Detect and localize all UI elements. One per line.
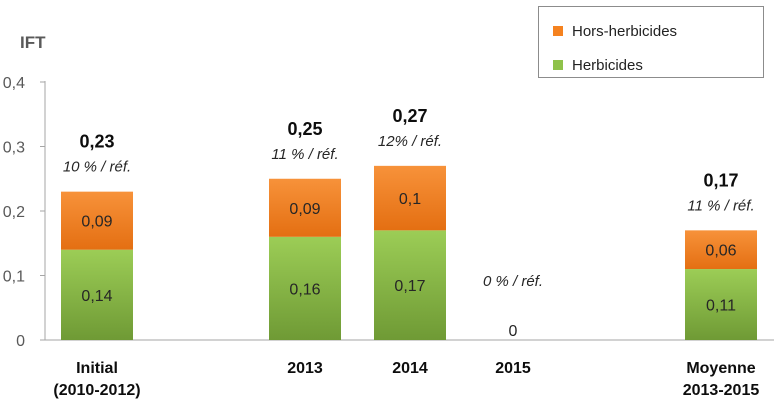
y-tick-label: 0,3: [3, 140, 25, 157]
x-category-label: 2015: [495, 360, 531, 377]
total-label: 0,23: [79, 132, 114, 152]
bar-segment-herbicides: [685, 269, 757, 340]
reference-annotation: 12% / réf.: [378, 133, 442, 150]
bar-value-label: 0,09: [289, 201, 320, 218]
bar-segment-hors-herbicides: [61, 191, 133, 250]
legend-label-hors-herbicides: Hors-herbicides: [572, 22, 678, 40]
bar-value-label: 0,14: [81, 288, 112, 305]
total-label: 0: [509, 323, 518, 340]
reference-annotation: 0 % / réf.: [483, 273, 543, 290]
legend-swatch-hors-herbicides: [553, 26, 563, 36]
x-category-label: 2013: [287, 360, 323, 377]
legend-item-hors-herbicides: Hors-herbicides: [553, 21, 677, 41]
bar-segment-hors-herbicides: [685, 230, 757, 270]
bar-segment-hors-herbicides: [269, 178, 341, 237]
bar-segment-herbicides: [374, 230, 446, 340]
legend-item-herbicides: Herbicides: [553, 55, 643, 75]
bar-value-label: 0,17: [394, 278, 425, 295]
total-label: 0,25: [287, 119, 322, 139]
reference-annotation: 11 % / réf.: [271, 146, 338, 163]
x-category-label: Initial: [76, 360, 118, 377]
reference-annotation: 11 % / réf.: [687, 197, 754, 214]
x-category-label: 2014: [392, 360, 428, 377]
bar-segment-herbicides: [61, 249, 133, 340]
y-tick-label: 0: [16, 333, 25, 350]
bar-segment-hors-herbicides: [374, 165, 446, 231]
bar-value-label: 0,06: [705, 243, 736, 260]
bar-value-label: 0,16: [289, 281, 320, 298]
y-tick-label: 0,4: [3, 75, 25, 92]
bar-value-label: 0,09: [81, 214, 112, 231]
y-tick-label: 0,2: [3, 204, 25, 221]
x-category-label: (2010-2012): [53, 382, 140, 399]
x-category-label: 2013-2015: [683, 382, 760, 399]
bar-segment-herbicides: [269, 236, 341, 340]
reference-annotation: 10 % / réf.: [63, 159, 131, 176]
x-category-label: Moyenne: [686, 360, 755, 377]
total-label: 0,27: [392, 106, 427, 126]
legend-swatch-herbicides: [553, 60, 563, 70]
y-tick-label: 0,1: [3, 269, 25, 286]
y-axis-title: IFT: [20, 33, 46, 52]
legend-label-herbicides: Herbicides: [572, 56, 643, 74]
bar-value-label: 0,1: [399, 191, 421, 208]
total-label: 0,17: [703, 170, 738, 190]
bar-value-label: 0,11: [706, 298, 736, 315]
chart-legend: Hors-herbicides Herbicides: [538, 6, 764, 78]
